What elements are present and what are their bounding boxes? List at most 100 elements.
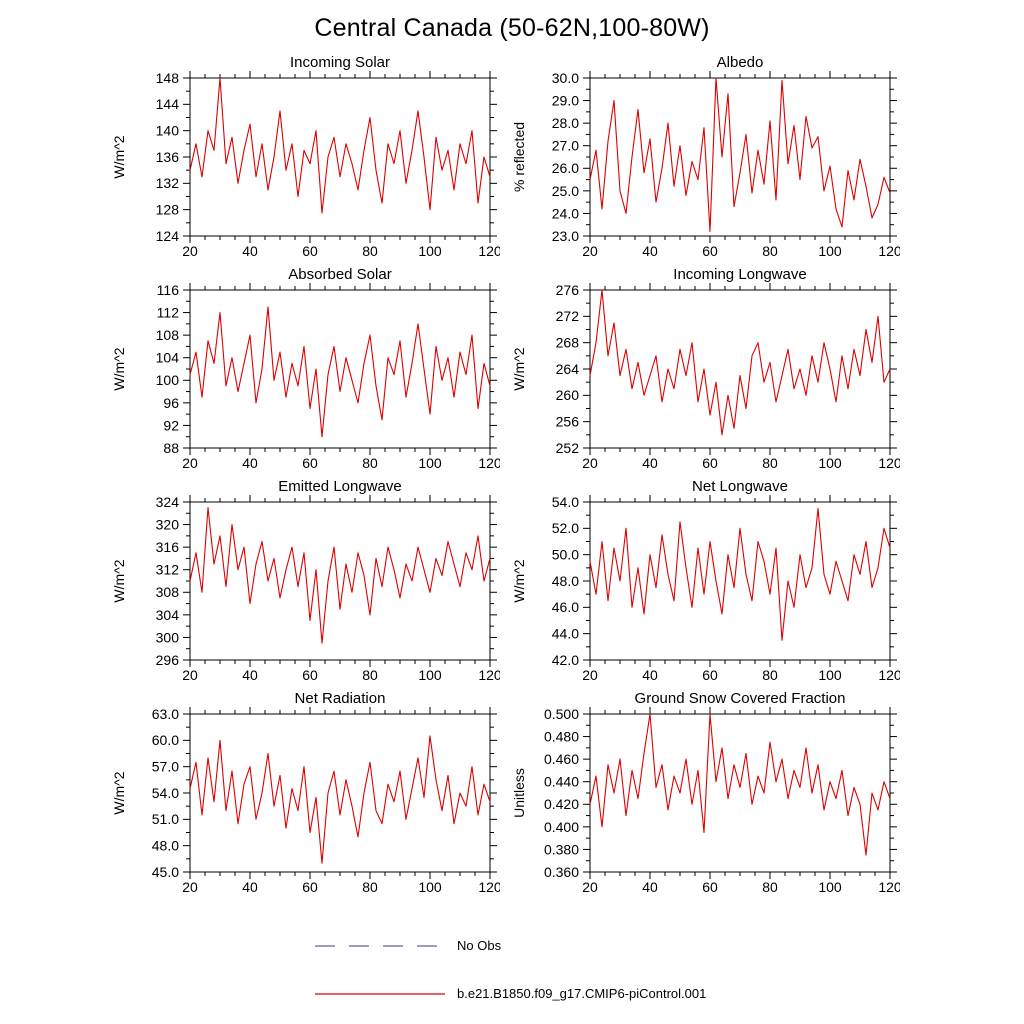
svg-text:20: 20 [182, 667, 198, 683]
series-line [589, 77, 891, 233]
svg-text:40: 40 [242, 455, 258, 471]
svg-text:0.480: 0.480 [544, 728, 579, 744]
svg-text:54.0: 54.0 [552, 494, 579, 510]
svg-text:96: 96 [163, 395, 179, 411]
svg-text:60: 60 [302, 879, 318, 895]
svg-text:120: 120 [478, 879, 500, 895]
plot-canvas: 0.360 0.380 0.400 0.420 0.440 0.460 0.480 0.500… [511, 706, 902, 895]
svg-text:276: 276 [556, 282, 580, 298]
chart-panel-incoming-longwave: Incoming Longwave 252 256 260 264 268 272 276 2… [500, 264, 902, 476]
series-line [589, 713, 891, 856]
svg-text:312: 312 [156, 562, 180, 578]
svg-text:128: 128 [156, 202, 180, 218]
series-line [189, 735, 491, 864]
svg-text:140: 140 [156, 123, 180, 139]
svg-text:40: 40 [242, 667, 258, 683]
svg-text:50.0: 50.0 [552, 547, 579, 563]
y-axis-label: W/m^2 [111, 771, 127, 814]
svg-text:46.0: 46.0 [552, 599, 579, 615]
svg-text:308: 308 [156, 584, 180, 600]
y-axis-label: W/m^2 [511, 347, 527, 390]
svg-text:60: 60 [702, 879, 718, 895]
svg-text:80: 80 [762, 243, 778, 259]
series-line [189, 77, 491, 214]
svg-text:104: 104 [156, 350, 180, 366]
svg-text:40: 40 [642, 243, 658, 259]
chart-panel-absorbed-solar: Absorbed Solar 88 92 96 100 104 108 112 116 20 40… [100, 264, 502, 476]
svg-text:0.460: 0.460 [544, 751, 579, 767]
svg-text:30.0: 30.0 [552, 70, 579, 86]
svg-text:88: 88 [163, 440, 179, 456]
legend-no-obs: No Obs [315, 938, 501, 953]
y-axis-label: W/m^2 [111, 559, 127, 602]
svg-text:25.0: 25.0 [552, 183, 579, 199]
svg-text:300: 300 [156, 629, 180, 645]
svg-text:320: 320 [156, 516, 180, 532]
svg-text:20: 20 [582, 455, 598, 471]
svg-text:51.0: 51.0 [152, 811, 179, 827]
svg-text:120: 120 [878, 667, 900, 683]
panel-title: Incoming Solar [289, 54, 391, 71]
svg-text:120: 120 [478, 667, 500, 683]
svg-text:100: 100 [156, 372, 180, 388]
svg-text:40: 40 [642, 455, 658, 471]
svg-text:60: 60 [702, 667, 718, 683]
series-line [589, 289, 891, 436]
svg-text:27.0: 27.0 [552, 138, 579, 154]
svg-text:100: 100 [418, 455, 442, 471]
svg-text:80: 80 [362, 243, 378, 259]
svg-text:60: 60 [702, 243, 718, 259]
chart-grid: Incoming Solar 124 128 132 136 140 144 148 20 40… [100, 52, 902, 900]
no-obs-line-sample-svg [315, 944, 445, 947]
svg-text:54.0: 54.0 [152, 785, 179, 801]
svg-text:120: 120 [878, 243, 900, 259]
svg-text:324: 324 [156, 494, 180, 510]
svg-text:108: 108 [156, 327, 180, 343]
svg-text:144: 144 [156, 96, 180, 112]
svg-text:120: 120 [878, 879, 900, 895]
svg-text:20: 20 [582, 667, 598, 683]
chart-panel-net-radiation: Net Radiation 45.0 48.0 51.0 54.0 57.0 60.0 63… [100, 688, 502, 900]
svg-text:44.0: 44.0 [552, 626, 579, 642]
series-line [189, 507, 491, 644]
svg-text:0.380: 0.380 [544, 841, 579, 857]
svg-text:63.0: 63.0 [152, 706, 179, 722]
svg-text:100: 100 [818, 243, 842, 259]
svg-text:100: 100 [818, 455, 842, 471]
svg-text:304: 304 [156, 607, 180, 623]
series-line [189, 306, 491, 438]
plot-canvas: 88 92 96 100 104 108 112 116 20 40 60 80 100 120 W/m^2 [111, 282, 502, 471]
svg-text:100: 100 [418, 243, 442, 259]
plot-canvas: 42.0 44.0 46.0 48.0 50.0 52.0 54.0 20 40 60 80 100 1… [511, 494, 902, 683]
panel-title: Net Longwave [692, 478, 788, 495]
run-line-sample-svg [315, 992, 445, 995]
chart-panel-emitted-longwave: Emitted Longwave 296 300 304 308 312 316 320 32… [100, 476, 502, 688]
svg-text:60: 60 [302, 455, 318, 471]
svg-text:100: 100 [418, 667, 442, 683]
chart-panel-net-longwave: Net Longwave 42.0 44.0 46.0 48.0 50.0 52.0 54.… [500, 476, 902, 688]
svg-text:0.440: 0.440 [544, 774, 579, 790]
svg-text:29.0: 29.0 [552, 92, 579, 108]
y-axis-label: W/m^2 [511, 559, 527, 602]
panel-title: Ground Snow Covered Fraction [634, 690, 846, 707]
svg-text:80: 80 [762, 879, 778, 895]
svg-text:256: 256 [556, 414, 580, 430]
plot-canvas: 45.0 48.0 51.0 54.0 57.0 60.0 63.0 20 40 60 80 100 1… [111, 706, 502, 895]
y-axis-label: Unitless [511, 768, 527, 818]
svg-text:252: 252 [556, 440, 580, 456]
svg-text:260: 260 [556, 387, 580, 403]
svg-text:100: 100 [418, 879, 442, 895]
chart-panel-albedo: Albedo 23.0 24.0 25.0 26.0 27.0 28.0 29.0 30.0 2… [500, 52, 902, 264]
svg-text:296: 296 [156, 652, 180, 668]
svg-text:60.0: 60.0 [152, 732, 179, 748]
svg-text:45.0: 45.0 [152, 864, 179, 880]
svg-text:24.0: 24.0 [552, 205, 579, 221]
svg-text:20: 20 [182, 243, 198, 259]
legend-run-label: b.e21.B1850.f09_g17.CMIP6-piControl.001 [457, 986, 707, 1001]
page-title: Central Canada (50-62N,100-80W) [314, 14, 710, 42]
svg-text:52.0: 52.0 [552, 520, 579, 536]
panel-title: Incoming Longwave [673, 266, 807, 283]
svg-text:48.0: 48.0 [552, 573, 579, 589]
svg-text:60: 60 [302, 667, 318, 683]
svg-text:0.360: 0.360 [544, 864, 579, 880]
